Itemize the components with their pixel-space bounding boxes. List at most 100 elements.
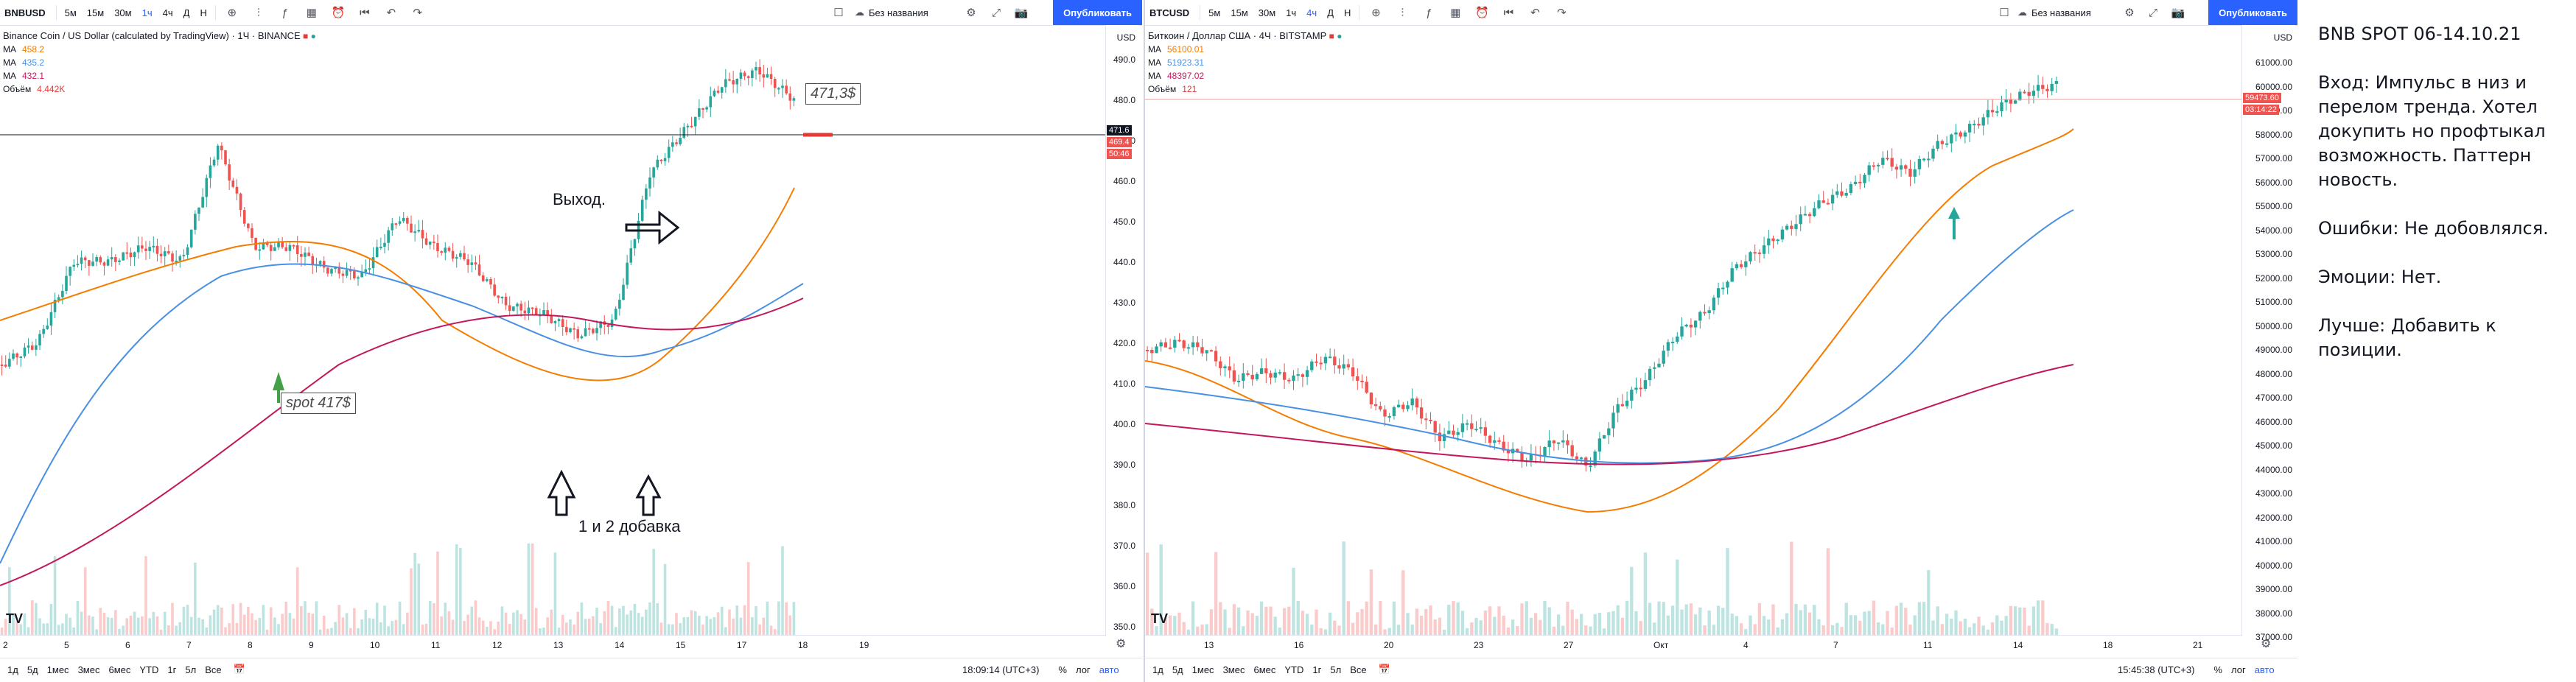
camera-icon[interactable]: 📷 [2171, 7, 2185, 19]
btc-time-axis[interactable]: 13 16 20 23 27 Окт 4 7 11 14 18 21 [1145, 635, 2241, 656]
bnb-time-axis[interactable]: 2 5 6 7 8 9 10 11 12 13 14 15 17 18 19 [0, 635, 1105, 656]
range-4[interactable]: 6мес [108, 664, 131, 675]
replay-icon[interactable]: ⏮ [1503, 6, 1514, 19]
interval-2[interactable]: 30м [114, 7, 132, 18]
range-6[interactable]: 1г [167, 664, 177, 675]
bnb-price-chart[interactable] [0, 26, 1105, 637]
chart-type-icon[interactable]: ⫶ [1401, 6, 1404, 19]
range-0[interactable]: 1д [1152, 664, 1163, 675]
chart-type-icon[interactable]: ⫶ [256, 6, 260, 19]
interval-3[interactable]: 1ч [141, 7, 153, 18]
redo-icon[interactable]: ↷ [1557, 7, 1567, 19]
volume-bar [1214, 552, 1218, 636]
flag-icon[interactable]: ■ [1329, 31, 1334, 41]
settings-icon[interactable]: ⚙ [2124, 7, 2135, 19]
goto-date-icon[interactable]: 📅 [1378, 664, 1390, 675]
percent-toggle[interactable]: % [2213, 664, 2222, 675]
volume-bar [410, 568, 413, 636]
expand-icon[interactable]: ⤢ [991, 6, 1001, 19]
flag-icon[interactable]: ■ [303, 31, 309, 41]
interval-0[interactable]: 5м [64, 7, 77, 18]
alert-icon[interactable]: ⏰ [1475, 7, 1489, 19]
settings-icon[interactable]: ⚙ [966, 7, 976, 19]
bnb-clock[interactable]: 18:09:14 (UTC+3) [962, 664, 1040, 675]
templates-icon[interactable]: ▦ [306, 7, 317, 19]
range-7[interactable]: 5л [1330, 664, 1342, 675]
candle-body [216, 145, 220, 160]
fullscreen-icon[interactable]: ☐ [1999, 7, 2009, 19]
range-6[interactable]: 1г [1312, 664, 1322, 675]
fullscreen-icon[interactable]: ☐ [833, 7, 844, 19]
volume-bar [152, 611, 155, 636]
range-3[interactable]: 3мес [1222, 664, 1245, 675]
undo-icon[interactable]: ↶ [1530, 7, 1540, 19]
undo-icon[interactable]: ↶ [386, 7, 396, 19]
bnb-layout-name[interactable]: ☁ Без названия [855, 7, 928, 18]
bnb-last-price-tag: 471.6 [1107, 125, 1132, 136]
volume-bar [394, 619, 398, 636]
bnb-price-axis[interactable]: USD 490.0480.0470.0460.0450.0440.0430.04… [1105, 25, 1138, 636]
range-5[interactable]: YTD [1284, 664, 1304, 675]
range-2[interactable]: 1мес [1191, 664, 1214, 675]
candle-body [1607, 428, 1611, 435]
interval-2[interactable]: 30м [1258, 7, 1276, 18]
candle-body [2027, 91, 2031, 96]
btc-clock[interactable]: 15:45:38 (UTC+3) [2118, 664, 2195, 675]
auto-toggle[interactable]: авто [2254, 664, 2275, 675]
btc-layout-name[interactable]: ☁ Без названия [2017, 7, 2091, 18]
camera-icon[interactable]: 📷 [1014, 7, 1029, 19]
interval-1[interactable]: 15м [1231, 7, 1248, 18]
candle-body [375, 247, 379, 258]
bnb-axis-settings-icon[interactable]: ⚙ [1116, 638, 1127, 650]
range-8[interactable]: Все [1350, 664, 1367, 675]
compare-icon[interactable]: ⊕ [227, 7, 237, 19]
candle-body [148, 247, 151, 251]
volume-bar [106, 616, 110, 636]
btc-price-axis[interactable]: USD 61000.0060000.0059000.0058000.005700… [2241, 25, 2295, 642]
percent-toggle[interactable]: % [1058, 664, 1067, 675]
expand-icon[interactable]: ⤢ [2148, 6, 2157, 19]
candle-body [235, 186, 239, 194]
interval-4[interactable]: 4ч [1306, 7, 1317, 18]
range-5[interactable]: YTD [139, 664, 159, 675]
range-1[interactable]: 5д [1172, 664, 1183, 675]
indicators-icon[interactable]: ƒ [1426, 6, 1432, 19]
redo-icon[interactable]: ↷ [413, 7, 423, 19]
range-4[interactable]: 6мес [1253, 664, 1276, 675]
interval-5[interactable]: Д [1327, 7, 1334, 18]
range-7[interactable]: 5л [185, 664, 197, 675]
volume-bar [391, 621, 394, 636]
indicators-icon[interactable]: ƒ [281, 6, 289, 19]
candle-body [1639, 387, 1642, 390]
bnb-publish-button[interactable]: Опубликовать [1053, 0, 1142, 25]
range-2[interactable]: 1мес [46, 664, 69, 675]
range-0[interactable]: 1д [7, 664, 18, 675]
compare-icon[interactable]: ⊕ [1371, 7, 1381, 19]
interval-4[interactable]: 4ч [162, 7, 173, 18]
btc-axis-settings-icon[interactable]: ⚙ [2261, 638, 2272, 650]
interval-0[interactable]: 5м [1208, 7, 1221, 18]
interval-5[interactable]: Д [183, 7, 190, 18]
interval-3[interactable]: 1ч [1286, 7, 1297, 18]
volume-bar [1424, 608, 1428, 636]
goto-date-icon[interactable]: 📅 [233, 664, 245, 675]
range-8[interactable]: Все [205, 664, 222, 675]
candle-body [690, 125, 693, 127]
templates-icon[interactable]: ▦ [1450, 7, 1461, 19]
volume-bar [1858, 620, 1862, 636]
interval-6[interactable]: Н [200, 7, 207, 18]
auto-toggle[interactable]: авто [1099, 664, 1119, 675]
interval-1[interactable]: 15м [86, 7, 105, 18]
range-1[interactable]: 5д [27, 664, 38, 675]
interval-6[interactable]: Н [1344, 7, 1351, 18]
volume-bar [1872, 600, 1876, 636]
log-toggle[interactable]: лог [2230, 664, 2246, 675]
bnb-symbol-search[interactable]: BNBUSD [4, 7, 46, 18]
log-toggle[interactable]: лог [1075, 664, 1091, 675]
alert-icon[interactable]: ⏰ [331, 7, 346, 19]
btc-price-chart[interactable] [1145, 26, 2241, 637]
replay-icon[interactable]: ⏮ [360, 6, 370, 19]
range-3[interactable]: 3мес [77, 664, 100, 675]
btc-symbol-search[interactable]: BTCUSD [1149, 7, 1190, 18]
btc-publish-button[interactable]: Опубликовать [2208, 0, 2297, 25]
